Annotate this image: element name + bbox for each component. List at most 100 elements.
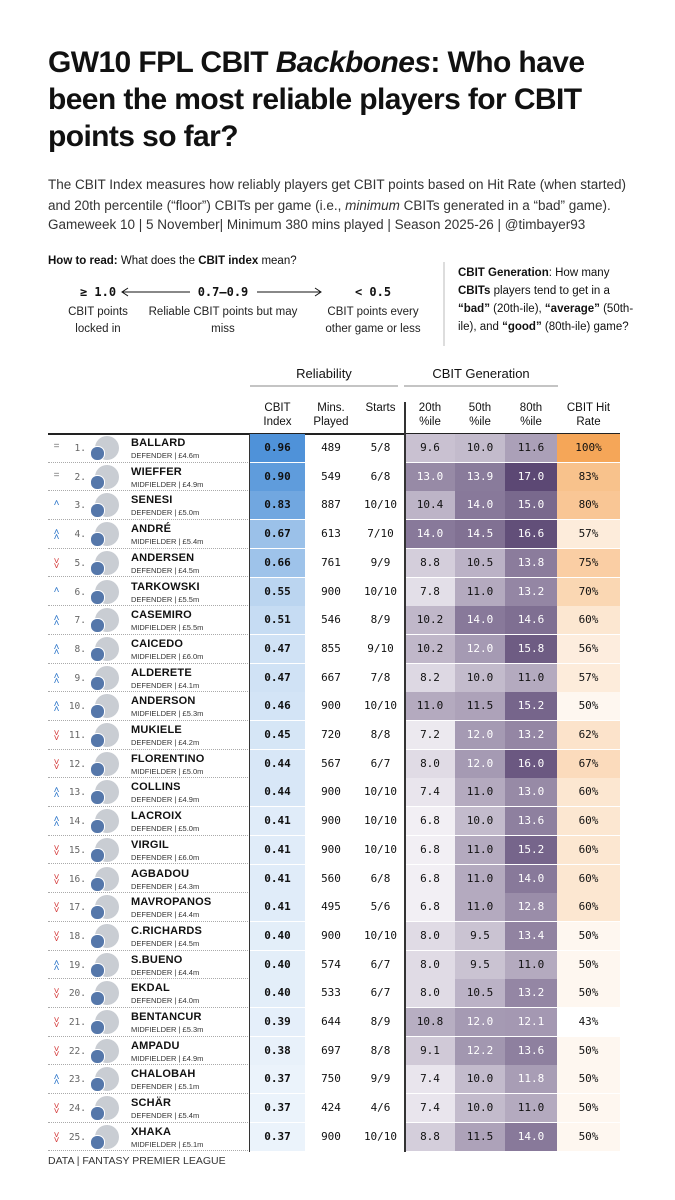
rank: 3. <box>74 500 86 512</box>
cell: 13.2 <box>505 721 557 749</box>
table-row: ˄˄ 14. LACROIX DEFENDER | £5.0m 0.41 900 10/10… <box>0 807 675 836</box>
cell: 0.37 <box>250 1065 305 1094</box>
trend: ˅˅ <box>51 1101 62 1112</box>
trend: ˄˄ <box>51 785 62 796</box>
cell: 10/10 <box>363 699 398 713</box>
cell: 50% <box>557 979 620 1008</box>
cell: 12.0 <box>455 634 505 663</box>
player-info: DEFENDER | £5.5m <box>131 594 200 604</box>
cell: 10.0 <box>455 807 505 836</box>
trend: = <box>51 441 62 446</box>
cell: 10.4 <box>405 491 455 520</box>
cell: 17.0 <box>505 462 557 491</box>
cell: 11.0 <box>505 1094 557 1123</box>
cell: 900 <box>321 842 341 856</box>
cell: 5/6 <box>370 900 391 914</box>
cell: 50% <box>557 1122 620 1151</box>
cell: 10/10 <box>363 584 398 598</box>
table-row: ˅˅ 25. XHAKA MIDFIELDER | £5.1m 0.37 900 10/10… <box>0 1122 675 1152</box>
cell: 14.6 <box>505 606 557 635</box>
cell: 11.0 <box>505 950 557 979</box>
cell: 900 <box>321 699 341 713</box>
cell: 15.2 <box>505 835 557 864</box>
cell: 15.8 <box>505 634 557 663</box>
text-part: “good” <box>502 321 542 333</box>
cell: 13.2 <box>505 979 557 1008</box>
club-badge <box>90 618 105 634</box>
club-badge <box>90 761 105 777</box>
cell: 10.0 <box>455 1065 505 1094</box>
player-name: COLLINS <box>131 781 181 794</box>
club-badge <box>90 532 105 548</box>
player-name: MAVROPANOS <box>131 896 212 909</box>
trend: ˅˅ <box>51 728 62 738</box>
cell: 14.5 <box>455 520 505 549</box>
cell: 50% <box>557 921 620 950</box>
table-row: ˅˅ 11. MUKIELE DEFENDER | £4.2m 0.45 720 8/8 7.… <box>0 721 675 750</box>
cell: 0.90 <box>250 462 305 491</box>
table-row: ˄˄ 19. S.BUENO DEFENDER | £4.4m 0.40 574 6/7 8.… <box>0 950 675 980</box>
cell: 56% <box>557 634 620 663</box>
cell: 83% <box>557 462 620 491</box>
cell: 10.2 <box>405 606 455 635</box>
arrow-head <box>121 287 129 297</box>
cell: 7/8 <box>370 670 391 684</box>
player-name: AMPADU <box>131 1039 180 1052</box>
column-header: Starts <box>365 402 396 414</box>
rank: 16. <box>68 873 86 885</box>
cell: 11.6 <box>505 434 557 462</box>
cell: 12.0 <box>455 1008 505 1036</box>
generation-note: CBIT Generation: How many CBITs players … <box>458 264 638 336</box>
cell: 11.0 <box>505 663 557 692</box>
cell: 13.0 <box>405 462 455 491</box>
subtitle: The CBIT Index measures how reliably pla… <box>48 174 638 216</box>
cell: 60% <box>557 778 620 807</box>
table-row: ˅˅ 22. AMPADU MIDFIELDER | £4.9m 0.38 697 8/8 9… <box>0 1036 675 1066</box>
column-header: Mins. Played <box>313 402 349 428</box>
cell: 15.0 <box>505 491 557 520</box>
cell: 13.0 <box>505 778 557 807</box>
cell: 8.0 <box>405 749 455 778</box>
row-rule <box>48 1064 248 1066</box>
trend: ˅˅ <box>51 900 62 911</box>
rank: 8. <box>74 643 86 655</box>
player-name: CASEMIRO <box>131 609 192 622</box>
cell: 0.47 <box>250 663 305 692</box>
player-name: CAICEDO <box>131 637 184 650</box>
player-info: DEFENDER | £5.0m <box>131 508 200 518</box>
text-part: CBITs generated in a “bad” game). <box>399 198 611 213</box>
row-rule <box>48 777 248 779</box>
table-row: ˅˅ 16. AGBADOU DEFENDER | £4.3m 0.41 560 6/8 6.… <box>0 864 675 894</box>
club-badge <box>90 1106 105 1122</box>
text-part: : How many <box>548 267 610 279</box>
text-part: “bad” <box>458 303 490 315</box>
trend: ˄˄ <box>51 613 62 624</box>
cell: 0.38 <box>250 1036 305 1065</box>
table-row: ˄ 3. SENESI DEFENDER | £5.0m 0.83 887 10/10 10.… <box>0 491 675 521</box>
text-part: minimum <box>345 198 400 213</box>
player-name: MUKIELE <box>131 724 182 736</box>
player-info: MIDFIELDER | £5.3m <box>131 709 204 719</box>
player-name: SCHÄR <box>131 1097 172 1110</box>
text-part: (50th-ile), and <box>458 303 634 333</box>
table-row: ˄˄ 10. ANDERSON MIDFIELDER | £5.3m 0.46 900 10… <box>0 692 675 721</box>
cell: 10/10 <box>363 928 398 942</box>
player-info: DEFENDER | £4.2m <box>131 738 200 747</box>
rank: 15. <box>68 844 86 856</box>
cell: 8/8 <box>370 728 391 741</box>
trend: ˄˄ <box>51 527 62 538</box>
player-name: CHALOBAH <box>131 1068 196 1081</box>
club-badge <box>90 560 105 576</box>
table-row: ˅˅ 24. SCHÄR DEFENDER | £5.4m 0.37 424 4/6 7.4 1… <box>0 1094 675 1123</box>
row-rule <box>48 806 248 808</box>
club-badge <box>90 646 105 662</box>
cell: 11.5 <box>455 1122 505 1151</box>
cell: 546 <box>321 613 341 627</box>
player-name: FLORENTINO <box>131 752 205 765</box>
table-row: ˅˅ 18. C.RICHARDS DEFENDER | £4.5m 0.40 900 10… <box>0 921 675 951</box>
row-rule <box>48 719 248 721</box>
player-name: AGBADOU <box>131 867 190 880</box>
trend: ˅˅ <box>51 555 62 566</box>
rank: 17. <box>68 902 86 914</box>
